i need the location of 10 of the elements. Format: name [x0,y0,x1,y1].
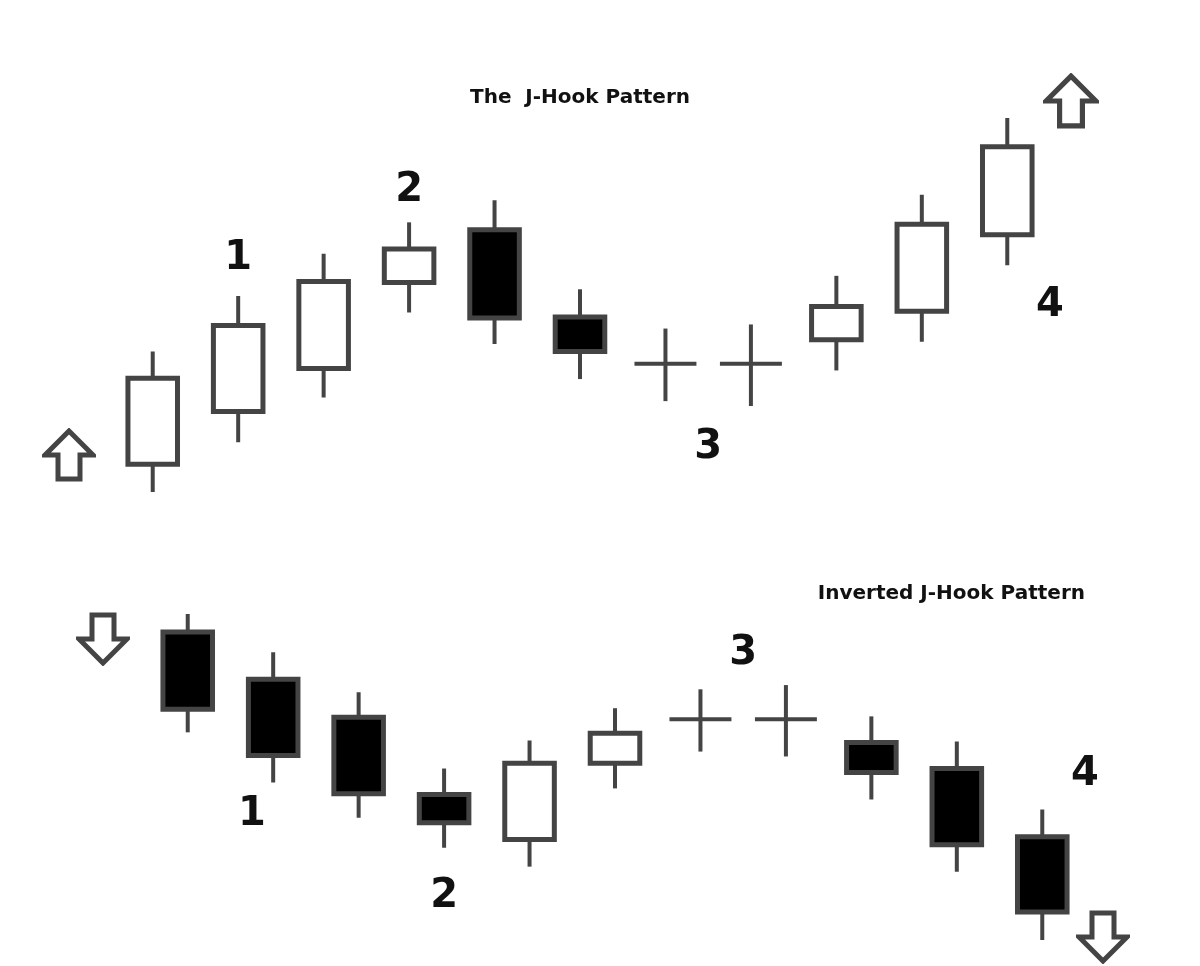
annotation: 2 [430,870,459,917]
annotation: 3 [729,627,758,674]
annotation: 4 [1071,747,1099,794]
chart-title: The J-Hook Pattern [470,84,690,109]
annotation: 1 [237,787,266,834]
annotation: 1 [224,232,253,279]
annotation: 2 [395,163,424,210]
annotation: 4 [1036,278,1064,325]
chart-title: Inverted J-Hook Pattern [817,580,1085,605]
annotation: 3 [694,420,723,467]
